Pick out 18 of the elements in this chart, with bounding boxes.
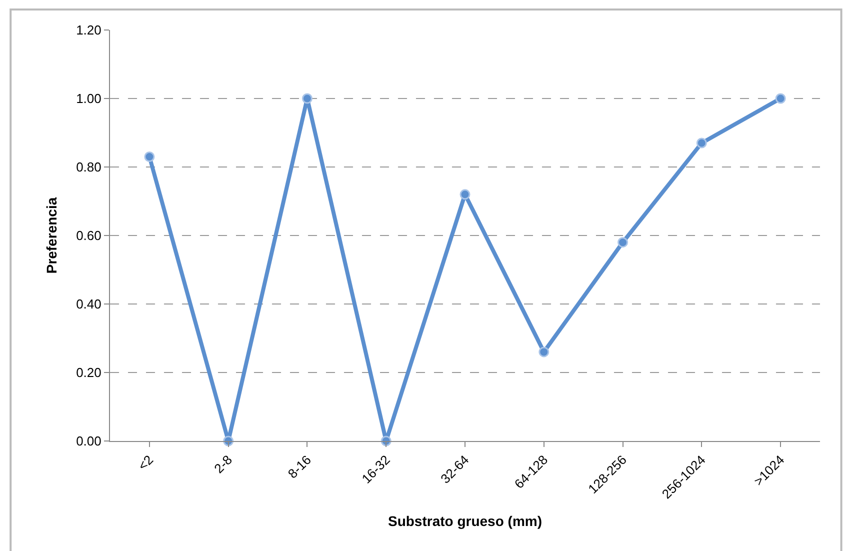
y-tick-label: 0.20 <box>76 365 102 380</box>
y-tick-label: 0.60 <box>76 228 102 244</box>
y-axis-title: Preferencia <box>44 197 60 274</box>
y-tick-label: 1.20 <box>76 22 102 38</box>
point <box>775 93 786 104</box>
point <box>538 346 550 358</box>
point <box>618 237 628 248</box>
point <box>460 189 470 200</box>
y-tick-label: 0.80 <box>76 160 102 175</box>
point <box>302 93 312 104</box>
point <box>144 151 155 162</box>
point <box>696 138 707 148</box>
y-tick-label: 1.00 <box>76 91 102 106</box>
x-tick-label: 2-8 <box>211 452 236 476</box>
y-tick-label: 0.40 <box>76 296 102 312</box>
x-tick-label: <2 <box>135 452 156 474</box>
x-axis-title: Substrato grueso (mm) <box>388 512 542 529</box>
y-tick-label: 0.00 <box>76 434 102 449</box>
